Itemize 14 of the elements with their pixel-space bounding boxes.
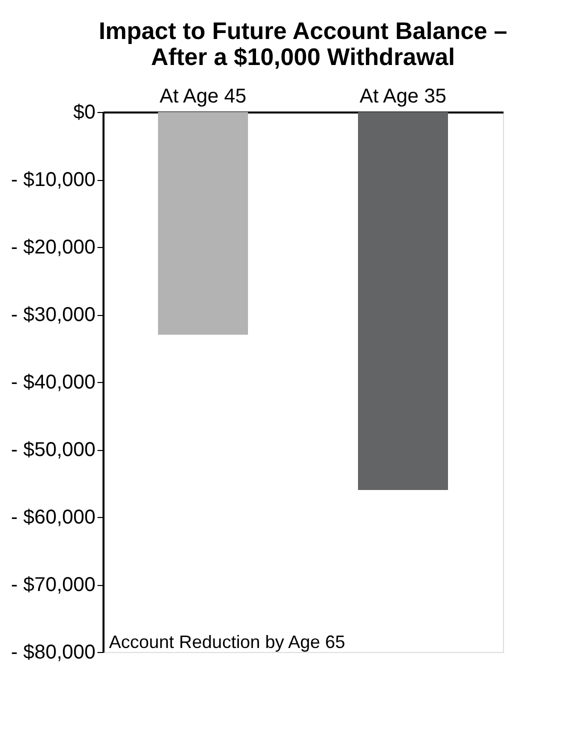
y-tick-label: - $80,000	[10, 642, 96, 664]
text: Impact to Future Account Balance –	[98, 18, 508, 45]
x-tick-label: At Age 35	[360, 86, 446, 108]
text: After a $10,000 Withdrawal	[151, 44, 455, 71]
y-tick-label: - $10,000	[10, 169, 96, 191]
x-axis-title: Account Reduction by Age 65	[109, 632, 346, 652]
y-tick-label: $0	[73, 102, 96, 124]
x-tick-label: At Age 45	[160, 86, 246, 108]
y-tick-label: - $20,000	[10, 236, 96, 258]
y-tick-label: - $60,000	[10, 506, 96, 528]
y-tick-label: - $50,000	[10, 439, 96, 461]
y-tick-label: - $70,000	[10, 574, 96, 596]
y-tick-label: - $40,000	[10, 372, 96, 394]
y-tick-label: - $30,000	[10, 304, 96, 326]
